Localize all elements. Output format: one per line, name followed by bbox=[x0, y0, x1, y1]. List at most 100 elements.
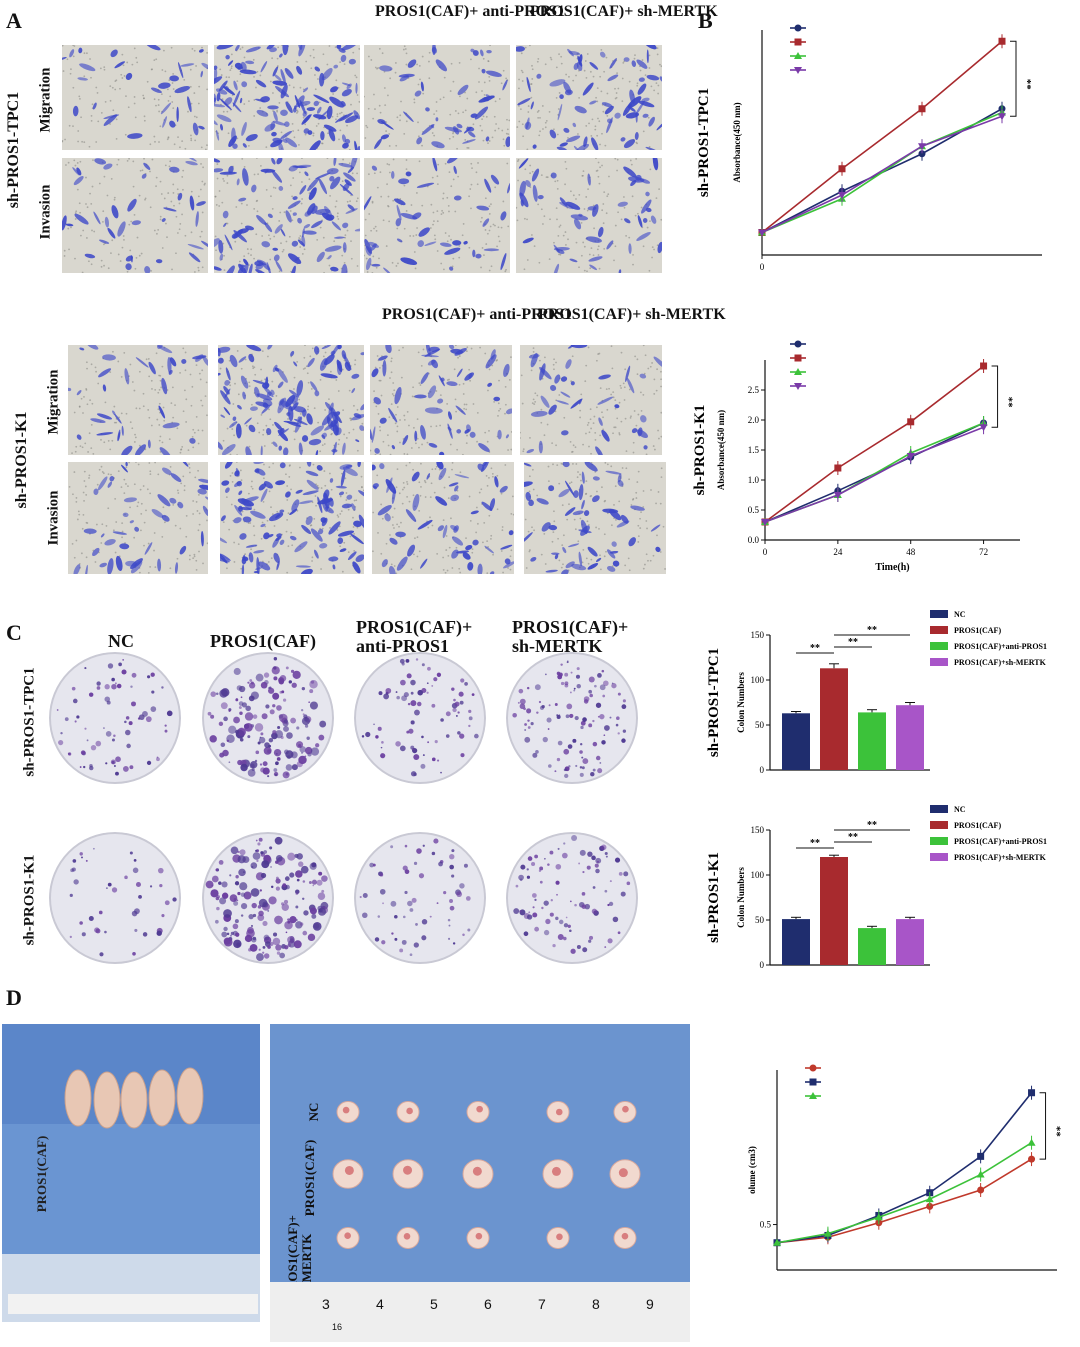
panel-label-a: A bbox=[6, 8, 22, 33]
micrograph-cells bbox=[372, 462, 514, 574]
row-label-migration-g1: Migration bbox=[37, 67, 54, 133]
ruler-number: 5 bbox=[430, 1296, 438, 1312]
colony-dish bbox=[202, 652, 334, 784]
data-point bbox=[980, 362, 988, 370]
legend-label: NC bbox=[954, 610, 966, 619]
data-point bbox=[761, 519, 769, 526]
colony-dish bbox=[506, 832, 638, 964]
tumor bbox=[396, 1227, 420, 1249]
tumor bbox=[546, 1227, 570, 1249]
col-header-nc: NC bbox=[108, 631, 134, 651]
colony-dish bbox=[202, 832, 334, 964]
panel-label-c: C bbox=[6, 620, 22, 645]
colony-dish-colonies bbox=[49, 832, 181, 964]
legend-swatch bbox=[930, 610, 948, 618]
micrograph bbox=[214, 158, 360, 273]
row-group-label-tpc1: sh-PROS1-TPC1 bbox=[5, 91, 22, 209]
chart-title: sh-PROS1-K1 bbox=[706, 852, 722, 943]
data-point bbox=[838, 192, 846, 199]
data-point bbox=[906, 453, 915, 460]
colony-dish-colonies bbox=[354, 832, 486, 964]
x-tick-label: 24 bbox=[833, 547, 843, 557]
tumor bbox=[332, 1159, 364, 1189]
data-point bbox=[794, 52, 802, 59]
colony-dish-colonies bbox=[354, 652, 486, 784]
micrograph bbox=[516, 158, 662, 273]
data-point bbox=[809, 1064, 817, 1072]
panel-label-b: B bbox=[698, 8, 713, 33]
x-tick-label: 0 bbox=[760, 262, 765, 272]
data-point bbox=[907, 418, 915, 426]
tumor-row-label-pros1-caf: PROS1(CAF) bbox=[302, 1139, 317, 1217]
data-point bbox=[874, 1213, 883, 1221]
data-point bbox=[773, 1238, 781, 1246]
data-point bbox=[838, 165, 846, 173]
data-point bbox=[977, 1186, 985, 1194]
legend-label: NC bbox=[954, 805, 966, 814]
y-tick-label: 0.5 bbox=[760, 1220, 772, 1230]
data-point bbox=[794, 67, 802, 74]
legend-label: PROS1(CAF) bbox=[954, 626, 1001, 635]
data-point bbox=[758, 229, 766, 237]
bar bbox=[896, 705, 924, 770]
micrograph-cells bbox=[62, 158, 208, 273]
significance-bracket bbox=[991, 365, 999, 428]
significance-label: ** bbox=[1021, 79, 1033, 91]
y-tick-label: 2.5 bbox=[748, 385, 760, 395]
colony-dish-colonies bbox=[49, 652, 181, 784]
y-axis-label: olume (cm3) bbox=[747, 1146, 757, 1194]
y-tick-label: 0 bbox=[760, 765, 765, 775]
micrograph-cells bbox=[218, 345, 364, 455]
micrograph bbox=[364, 158, 510, 273]
colony-dish bbox=[354, 652, 486, 784]
series-line bbox=[776, 1142, 1032, 1244]
data-point bbox=[809, 1078, 817, 1086]
data-point bbox=[1028, 1089, 1036, 1097]
col-header-sh-mertk-g1: PROS1(CAF)+ sh-MERTK bbox=[530, 3, 718, 20]
data-point bbox=[998, 113, 1006, 121]
data-point bbox=[794, 383, 802, 390]
bar bbox=[782, 919, 810, 965]
micrograph bbox=[370, 345, 512, 455]
data-point bbox=[1028, 1155, 1036, 1163]
data-point bbox=[794, 368, 802, 375]
tumor bbox=[609, 1159, 641, 1189]
series-line bbox=[764, 422, 984, 523]
x-tick-label: 72 bbox=[979, 547, 988, 557]
col-header-sh-mertk-g2: PROS1(CAF)+ sh-MERTK bbox=[538, 306, 726, 323]
bar bbox=[820, 857, 848, 965]
significance-label: ** bbox=[810, 643, 820, 654]
significance-label: ** bbox=[810, 838, 820, 849]
col-header-pros1-caf: PROS1(CAF) bbox=[210, 631, 316, 651]
x-tick-label: 48 bbox=[906, 547, 916, 557]
colony-dish-colonies bbox=[202, 832, 334, 964]
data-point bbox=[1027, 1138, 1036, 1146]
significance-label: ** bbox=[848, 832, 858, 843]
y-tick-label: 100 bbox=[751, 870, 765, 880]
series-line bbox=[761, 111, 1003, 234]
colony-dish-colonies bbox=[506, 652, 638, 784]
micrograph-cells bbox=[524, 462, 666, 574]
colony-dish bbox=[49, 652, 181, 784]
tumor bbox=[613, 1101, 637, 1123]
series-line bbox=[761, 115, 1003, 234]
series-line bbox=[764, 426, 984, 523]
ruler-number: 8 bbox=[592, 1296, 600, 1312]
data-point bbox=[925, 1195, 934, 1203]
significance-label: ** bbox=[1003, 397, 1015, 409]
tumor bbox=[462, 1159, 494, 1189]
legend-label: PROS1(CAF) bbox=[954, 821, 1001, 830]
chart-title: sh-PROS1-TPC1 bbox=[706, 648, 722, 757]
col-header-anti-pros1-g1: PROS1(CAF)+ anti-PROS1 bbox=[375, 3, 565, 20]
micrograph-cells bbox=[364, 45, 510, 150]
micrograph bbox=[520, 345, 662, 455]
data-point bbox=[918, 150, 926, 158]
chart-b-top: 0 ** Absorbance(450 nm) sh-PROS1-TPC1 bbox=[696, 24, 1042, 272]
ruler-number: 6 bbox=[484, 1296, 492, 1312]
micrograph bbox=[516, 45, 662, 150]
colony-dish-colonies bbox=[506, 832, 638, 964]
legend-swatch bbox=[930, 658, 948, 666]
y-tick-label: 0.0 bbox=[748, 535, 760, 545]
micrograph bbox=[68, 345, 208, 455]
micrograph bbox=[220, 462, 364, 574]
